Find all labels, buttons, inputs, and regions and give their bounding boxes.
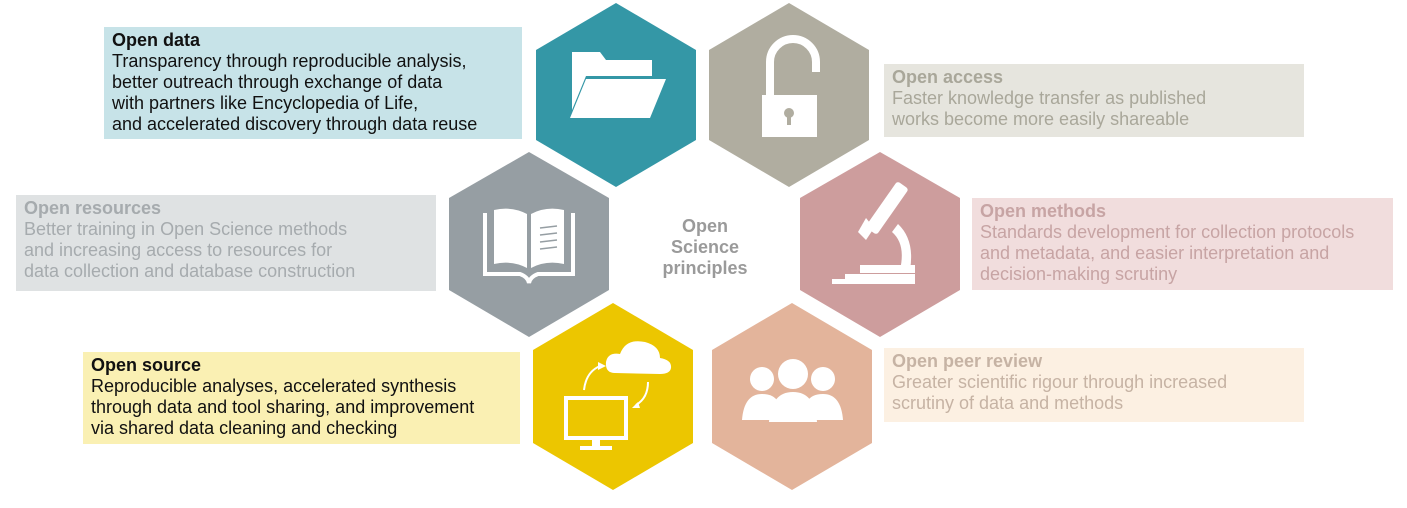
- padlock-open-icon: [762, 35, 820, 137]
- folder-icon: [570, 52, 666, 118]
- principle-desc-line: better outreach through exchange of data: [112, 72, 443, 92]
- principle-desc-line: scrutiny of data and methods: [892, 393, 1124, 413]
- center-label-line: Science: [670, 237, 740, 257]
- principle-desc-line: Standards development for collection pro…: [980, 222, 1355, 242]
- principle-desc-line: Reproducible analyses, accelerated synth…: [91, 376, 457, 396]
- principle-desc-line: via shared data cleaning and checking: [91, 418, 398, 438]
- principle-box-open-resources: Open resources Better training in Open S…: [16, 195, 436, 291]
- principle-desc-line: Greater scientific rigour through increa…: [892, 372, 1228, 392]
- principle-box-open-peer-review: Open peer review Greater scientific rigo…: [884, 348, 1304, 422]
- principle-desc-line: with partners like Encyclopedia of Life,: [112, 93, 419, 113]
- principle-box-open-methods: Open methods Standards development for c…: [972, 198, 1393, 290]
- principle-desc-line: works become more easily shareable: [892, 109, 1190, 129]
- principle-desc-line: Transparency through reproducible analys…: [112, 51, 467, 71]
- principle-desc-line: and metadata, and easier interpretation …: [980, 243, 1330, 263]
- principle-title: Open source: [91, 355, 202, 375]
- principle-desc-line: decision-making scrutiny: [980, 264, 1178, 284]
- principle-title: Open access: [892, 67, 1004, 87]
- hexagon-open-methods: [800, 152, 960, 337]
- principle-desc-line: Faster knowledge transfer as published: [892, 88, 1207, 108]
- people-group-icon: [742, 359, 843, 422]
- hexagon-open-data: [536, 3, 696, 187]
- center-label-line: Open: [681, 216, 728, 236]
- principle-box-open-data: Open data Transparency through reproduci…: [104, 27, 522, 139]
- hexagon-open-source: [533, 303, 693, 490]
- hexagon-open-access: [709, 3, 869, 187]
- principle-desc-line: data collection and database constructio…: [24, 261, 356, 281]
- book-icon: [483, 208, 575, 284]
- computer-cloud-icon: [564, 341, 672, 450]
- principle-desc-line: and increasing access to resources for: [24, 240, 333, 260]
- center-label-line: principles: [662, 258, 748, 278]
- principle-title: Open methods: [980, 201, 1107, 221]
- principle-title: Open resources: [24, 198, 162, 218]
- hexagon-open-resources: [449, 152, 609, 337]
- principle-desc-line: through data and tool sharing, and impro…: [91, 397, 475, 417]
- hexagon-open-peer-review: [712, 303, 872, 490]
- principle-box-open-source: Open source Reproducible analyses, accel…: [83, 352, 520, 444]
- principle-box-open-access: Open access Faster knowledge transfer as…: [884, 64, 1304, 137]
- principle-title: Open data: [112, 30, 201, 50]
- center-label: Open Science principles: [654, 216, 756, 279]
- principle-desc-line: Better training in Open Science methods: [24, 219, 348, 239]
- principle-desc-line: and accelerated discovery through data r…: [112, 114, 478, 134]
- microscope-icon: [832, 182, 915, 284]
- principle-title: Open peer review: [892, 351, 1043, 371]
